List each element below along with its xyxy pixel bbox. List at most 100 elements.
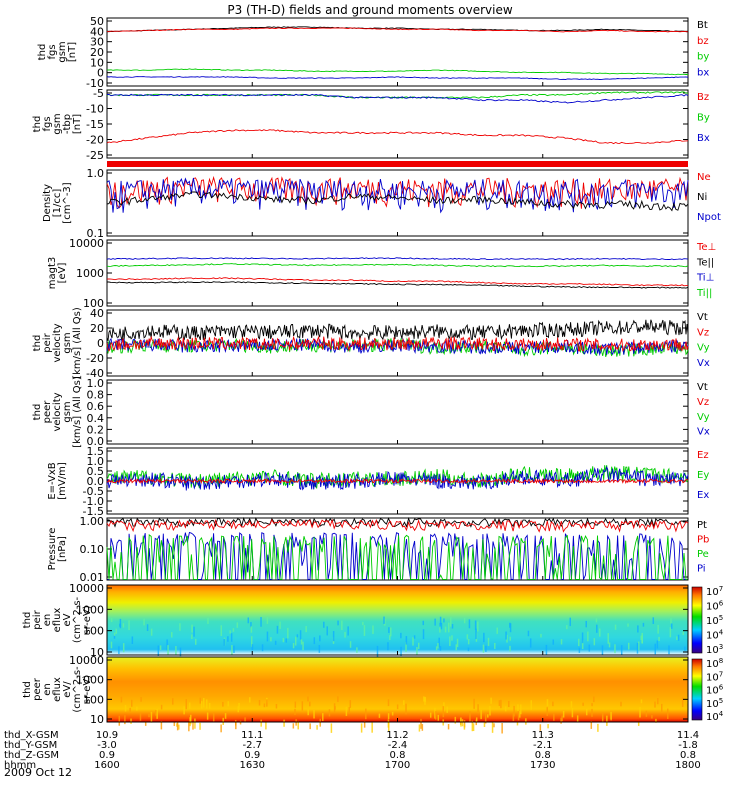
spectrogram-speckle	[124, 705, 127, 712]
spectrogram-speckle	[490, 697, 492, 704]
spectrogram-speckle	[593, 638, 596, 646]
spectrogram-speckle	[307, 709, 309, 716]
spectrogram-speckle	[529, 638, 532, 648]
spectrogram-speckle	[344, 632, 346, 638]
spectrogram-speckle	[668, 645, 670, 655]
spectrogram-speckle	[585, 709, 588, 716]
spectrogram-speckle	[318, 645, 321, 653]
y-tick-label: 100	[83, 693, 104, 706]
spectrogram-speckle	[150, 628, 153, 636]
y-tick-label: 1.00	[80, 515, 105, 528]
spectrogram-speckle	[199, 697, 202, 704]
y-axis-label: E=-VxB	[47, 462, 58, 499]
y-axis-label: [1/cc]	[52, 189, 63, 218]
y-axis-label: fgs	[47, 44, 58, 59]
spectrogram-speckle	[570, 701, 573, 708]
spectrogram-speckle	[512, 712, 515, 721]
y-axis-label: [eV]	[57, 263, 68, 284]
y-axis-label: velocity	[52, 392, 63, 431]
spectrogram-speckle	[326, 626, 328, 636]
spectrogram-speckle	[130, 718, 132, 724]
spectrogram-speckle	[279, 621, 281, 629]
spectrogram-speckle	[129, 707, 131, 712]
panel-frame	[106, 379, 689, 445]
ephemeris-value: -2.4	[388, 740, 408, 751]
spectrogram-speckle	[505, 631, 507, 640]
spectrogram-speckle	[439, 622, 441, 627]
spectrogram-speckle	[296, 634, 299, 638]
spectrogram-speckle	[437, 714, 440, 721]
spectrogram-speckle	[463, 720, 466, 728]
spectrogram-speckle	[501, 723, 503, 734]
spectrogram-speckle	[230, 633, 233, 642]
spectrogram-speckle	[191, 634, 193, 639]
y-tick-label: -15	[86, 118, 104, 131]
colorbar-tick-label: 104	[706, 710, 724, 723]
y-tick-label: 20	[90, 322, 104, 335]
spectrogram-speckle	[569, 617, 571, 627]
spectrogram-speckle	[440, 622, 443, 630]
spectrogram-speckle	[224, 713, 227, 719]
spectrogram-speckle	[606, 715, 608, 726]
spectrogram-speckle	[387, 699, 390, 707]
y-tick-label: 0.0	[87, 475, 105, 488]
spectrogram-speckle	[261, 644, 264, 652]
legend-entry: Bz	[697, 92, 709, 103]
spectrogram-speckle	[504, 706, 507, 712]
spectrogram-speckle	[391, 711, 394, 716]
legend-entry: Ti||	[696, 288, 712, 299]
spectrogram-speckle	[390, 627, 392, 637]
spectrogram-speckle	[620, 701, 622, 707]
spectrogram-speckle	[560, 717, 562, 724]
spectrogram-speckle	[471, 720, 474, 732]
y-tick-label: 10	[90, 713, 104, 726]
spectrogram-speckle	[118, 646, 120, 654]
colorbar	[691, 586, 703, 654]
y-tick-label: 0.1	[87, 227, 105, 240]
spectrogram-speckle	[455, 644, 458, 651]
legend-entry: Vt	[697, 382, 708, 393]
spectrogram-speckle	[485, 645, 487, 652]
ephemeris-value: 0.9	[244, 750, 260, 761]
spectrogram-speckle	[319, 718, 321, 727]
spectrogram-speckle	[530, 700, 533, 710]
legend-entry: Bt	[697, 20, 708, 31]
spectrogram-speckle	[475, 717, 478, 722]
spectrogram-speckle	[378, 713, 381, 718]
spectrogram-speckle	[585, 620, 587, 628]
y-tick-label: -20	[86, 134, 104, 147]
spectrogram-speckle	[435, 646, 438, 651]
spectrogram-speckle	[525, 718, 527, 725]
spectrogram-speckle	[236, 622, 239, 628]
spectrogram-speckle	[509, 623, 512, 633]
y-tick-label: 30	[90, 36, 104, 49]
spectrogram-speckle	[552, 701, 554, 707]
spectrogram-speckle	[274, 640, 277, 645]
y-tick-label: -1.0	[83, 495, 104, 508]
y-axis-label: [nT]	[72, 114, 83, 134]
y-tick-label: 1000	[76, 267, 104, 280]
spectrogram-speckle	[220, 724, 222, 733]
spectrogram-speckle	[546, 699, 549, 707]
spectrogram-speckle	[258, 699, 261, 706]
panel-2: -5 -10 -15 -20 -25 thd fgs gsm -tbp [nT] Bz By Bx	[32, 87, 710, 162]
series-line-Pt	[106, 516, 689, 529]
y-tick-label: 0.2	[87, 423, 105, 436]
spectrogram-speckle	[493, 723, 495, 728]
y-tick-label: 10000	[69, 582, 104, 595]
spectrogram-speckle	[337, 696, 339, 702]
y-axis-label: thd	[22, 681, 33, 698]
y-axis-label: peer	[42, 400, 53, 424]
spectrogram-speckle	[494, 642, 496, 649]
spectrogram-speckle	[424, 696, 426, 702]
spectrogram-speckle	[229, 630, 231, 634]
spectrogram-speckle	[233, 645, 235, 653]
legend-entry: Vz	[697, 327, 709, 338]
spectrogram-speckle	[223, 638, 225, 646]
y-tick-label: -25	[86, 149, 104, 162]
spectrogram-speckle	[175, 646, 177, 655]
spectrogram-speckle	[456, 638, 459, 648]
spectrogram-speckle	[447, 622, 450, 633]
legend-entry: Vt	[697, 312, 708, 323]
series-line-Ez	[106, 477, 689, 485]
